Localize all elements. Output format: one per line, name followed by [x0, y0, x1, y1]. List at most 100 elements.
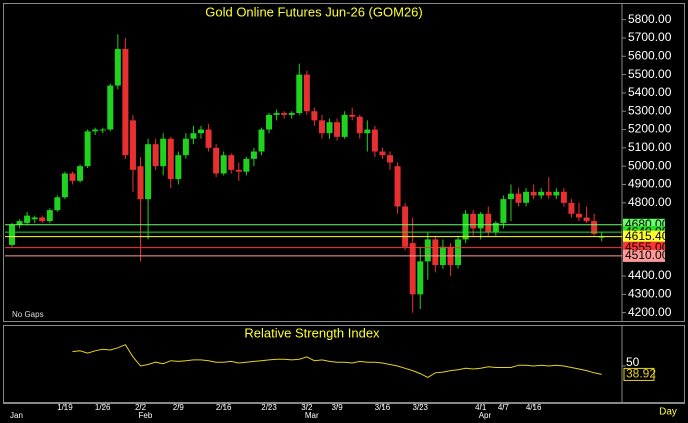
candle-body — [69, 173, 76, 181]
candle-body — [213, 147, 220, 174]
candle-body — [16, 221, 23, 225]
candle-body — [591, 221, 598, 234]
y-tick-label: 5100.00 — [628, 140, 672, 154]
x-tick-label: 3/2 — [301, 403, 313, 412]
candle-body — [341, 114, 348, 137]
rsi-value-label: 38.92 — [626, 367, 656, 381]
candle-body — [311, 111, 318, 121]
candle-body — [349, 114, 356, 117]
candle-body — [39, 217, 46, 222]
x-tick-label: 3/9 — [332, 403, 344, 412]
price-level-label: 4615.40 — [625, 229, 669, 243]
candle-body — [84, 131, 91, 167]
candle-body — [31, 217, 38, 220]
x-tick-label: 4/16 — [526, 403, 542, 412]
candle-body — [220, 155, 227, 174]
candle-body — [432, 239, 439, 266]
x-tick-label: 3/16 — [375, 403, 391, 412]
y-tick-label: 5300.00 — [628, 103, 672, 117]
y-tick-label: 5400.00 — [628, 85, 672, 99]
candle-body — [288, 113, 295, 115]
price-level-label: 4510.00 — [625, 248, 669, 262]
x-tick-label: 4/7 — [498, 403, 510, 412]
candle-body — [545, 191, 552, 196]
candle-body — [424, 239, 431, 262]
candle-body — [485, 213, 492, 233]
candle-body — [462, 213, 469, 240]
x-tick-label: 2/16 — [216, 403, 232, 412]
candle-body — [500, 199, 507, 223]
x-tick-label: 1/19 — [57, 403, 73, 412]
candle-body — [387, 155, 393, 163]
annotation: No Gaps — [12, 310, 44, 319]
candle-body — [507, 193, 514, 200]
candle-body — [160, 138, 167, 167]
candle-body — [583, 217, 590, 222]
candle-body — [303, 74, 310, 112]
candle-body — [167, 138, 174, 179]
candle-body — [371, 129, 378, 152]
candle-body — [568, 202, 575, 214]
candle-body — [334, 122, 341, 137]
rsi-value-box — [623, 367, 655, 381]
x-tick-label: 2/2 — [135, 403, 147, 412]
candle-body — [281, 113, 288, 115]
y-tick-label: 4200.00 — [628, 305, 672, 319]
candle-body — [54, 197, 61, 211]
y-tick-label: 5000.00 — [628, 158, 672, 172]
y-tick-label: 4800.00 — [628, 195, 672, 209]
candle-body — [477, 213, 484, 229]
price-panel-border — [3, 3, 685, 322]
candle-body — [152, 144, 159, 167]
candle-body — [523, 191, 530, 203]
y-tick-label: 50 — [626, 355, 640, 369]
y-tick-label: 5200.00 — [628, 122, 672, 136]
candle-body — [24, 215, 31, 223]
candle-body — [394, 166, 401, 207]
candle-body — [235, 169, 242, 172]
month-label: Feb — [139, 411, 153, 420]
candle-body — [190, 133, 197, 139]
candle-body — [515, 193, 522, 203]
x-tick-label: 3/23 — [412, 403, 428, 412]
candle-body — [417, 261, 424, 295]
candle-body — [228, 155, 235, 170]
candle-body — [538, 191, 545, 196]
y-tick-label: 4400.00 — [628, 268, 672, 282]
candle-body — [46, 210, 53, 222]
candle-body — [258, 129, 265, 152]
candle-body — [77, 166, 84, 181]
candle-body — [455, 239, 462, 266]
candle-body — [175, 155, 182, 179]
x-tick-label: 4/1 — [475, 403, 487, 412]
rsi-line — [72, 344, 602, 378]
candle-body — [243, 158, 250, 172]
candle-body — [107, 85, 114, 130]
y-tick-label: 5500.00 — [628, 67, 672, 81]
candle-body — [470, 213, 477, 229]
candle-body — [318, 120, 325, 134]
y-tick-label: 4300.00 — [628, 287, 672, 301]
candle-body — [364, 129, 371, 134]
y-tick-label: 5800.00 — [628, 12, 672, 26]
candle-body — [182, 138, 189, 156]
chart-title: Gold Online Futures Jun-26 (GOM26) — [205, 4, 422, 19]
x-axis-label: Day — [659, 407, 677, 418]
candle-body — [560, 191, 567, 203]
x-tick-label: 1/26 — [95, 403, 111, 412]
y-tick-label: 5600.00 — [628, 48, 672, 62]
candle-body — [273, 113, 280, 115]
candle-body — [99, 129, 106, 131]
candle-body — [129, 120, 136, 170]
y-tick-label: 5700.00 — [628, 30, 672, 44]
candle-body — [409, 243, 416, 295]
candle-body — [122, 48, 129, 156]
candle-body — [553, 191, 560, 196]
rsi-title: Relative Strength Index — [244, 325, 380, 340]
candle-body — [326, 122, 333, 134]
candle-body — [492, 222, 499, 233]
candle-body — [296, 74, 303, 114]
